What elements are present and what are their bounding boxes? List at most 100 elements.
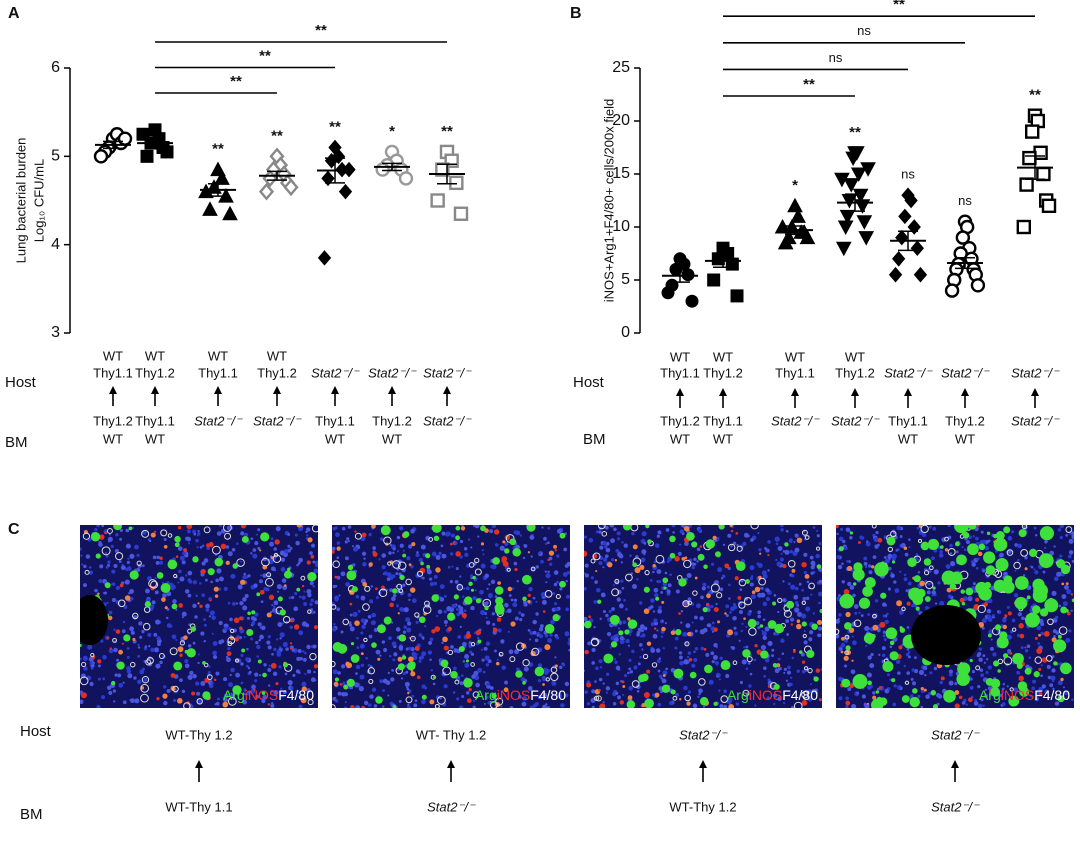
stain-green (375, 696, 383, 704)
stain-green (870, 633, 876, 639)
nucleus (359, 674, 365, 680)
nucleus (656, 659, 661, 664)
stain-green (480, 525, 486, 532)
stain-green (801, 621, 807, 627)
nucleus (385, 680, 391, 686)
stain-red (836, 525, 839, 529)
nucleus (207, 670, 211, 675)
stain-red (959, 597, 965, 603)
nucleus (280, 687, 283, 690)
stain-white (515, 642, 525, 651)
stain-red (234, 637, 239, 642)
data-point (898, 208, 912, 225)
nucleus (440, 544, 444, 548)
stain-green (1024, 667, 1032, 675)
stain-white (428, 537, 434, 542)
nucleus (745, 625, 748, 628)
nucleus (513, 561, 518, 566)
nucleus (421, 576, 425, 580)
stain-white (363, 637, 368, 643)
row-label: Host (5, 374, 37, 391)
nucleus (787, 665, 791, 670)
nucleus (549, 633, 553, 637)
nucleus (727, 533, 732, 538)
nucleus (838, 696, 843, 701)
stain-red (878, 686, 882, 690)
nucleus (789, 617, 795, 622)
stain-green (232, 563, 239, 569)
nucleus (782, 580, 785, 583)
nucleus (439, 696, 442, 700)
stain-red (1007, 611, 1012, 616)
nucleus (138, 621, 143, 626)
stain-white (1034, 656, 1043, 664)
nucleus (863, 694, 866, 697)
stain-white (544, 590, 553, 598)
nucleus (507, 630, 510, 633)
stain-green (961, 601, 966, 606)
stain-red (776, 663, 781, 668)
stain-green (941, 570, 956, 585)
nucleus (613, 658, 617, 661)
stain-white (844, 634, 850, 640)
nucleus (602, 540, 607, 545)
nucleus (504, 680, 508, 685)
stain-white (736, 545, 743, 552)
stain-red (713, 607, 719, 612)
nucleus (535, 612, 539, 616)
stain-white (332, 660, 336, 668)
nucleus (332, 546, 336, 551)
nucleus (118, 560, 122, 563)
nucleus (629, 670, 634, 674)
nucleus (715, 602, 718, 606)
nucleus (794, 586, 799, 591)
nucleus (539, 634, 544, 639)
nucleus (875, 530, 879, 535)
nucleus (761, 631, 767, 637)
nucleus (717, 567, 723, 573)
stain-red (840, 650, 844, 654)
nucleus (395, 627, 401, 632)
nucleus (836, 532, 839, 536)
nucleus (119, 528, 123, 532)
nucleus (429, 658, 432, 661)
stain-green (901, 695, 910, 703)
stain-red (465, 633, 472, 639)
stain-red (978, 621, 985, 628)
nucleus (126, 529, 130, 533)
nucleus (80, 699, 84, 705)
stain-white (632, 557, 642, 567)
stain-green (627, 619, 638, 629)
nucleus (622, 693, 625, 696)
arrow-head (699, 760, 707, 768)
nucleus (382, 705, 385, 708)
nucleus (681, 532, 685, 536)
airspace (80, 595, 108, 645)
nucleus (757, 531, 760, 535)
nucleus (726, 699, 732, 705)
data-point (398, 171, 414, 186)
stain-green (494, 605, 505, 615)
data-point (1016, 219, 1031, 235)
stain-red (163, 544, 168, 549)
bm-label: Thy1.1 (135, 413, 175, 428)
stain-red (502, 561, 509, 567)
stain-green (431, 594, 440, 602)
nucleus (391, 641, 397, 647)
nucleus (679, 660, 684, 666)
nucleus (982, 569, 986, 573)
stain-red (156, 696, 160, 701)
nucleus (754, 704, 757, 707)
nucleus (565, 607, 570, 612)
nucleus (80, 547, 82, 551)
nucleus (907, 581, 912, 586)
nucleus (358, 686, 364, 692)
nucleus (1053, 635, 1056, 638)
stain-green (418, 616, 426, 624)
stain-green (940, 545, 944, 549)
nucleus (1059, 554, 1063, 558)
nucleus (115, 585, 121, 591)
stain-red (153, 530, 157, 533)
nucleus (615, 681, 620, 686)
stain-white (698, 678, 706, 686)
